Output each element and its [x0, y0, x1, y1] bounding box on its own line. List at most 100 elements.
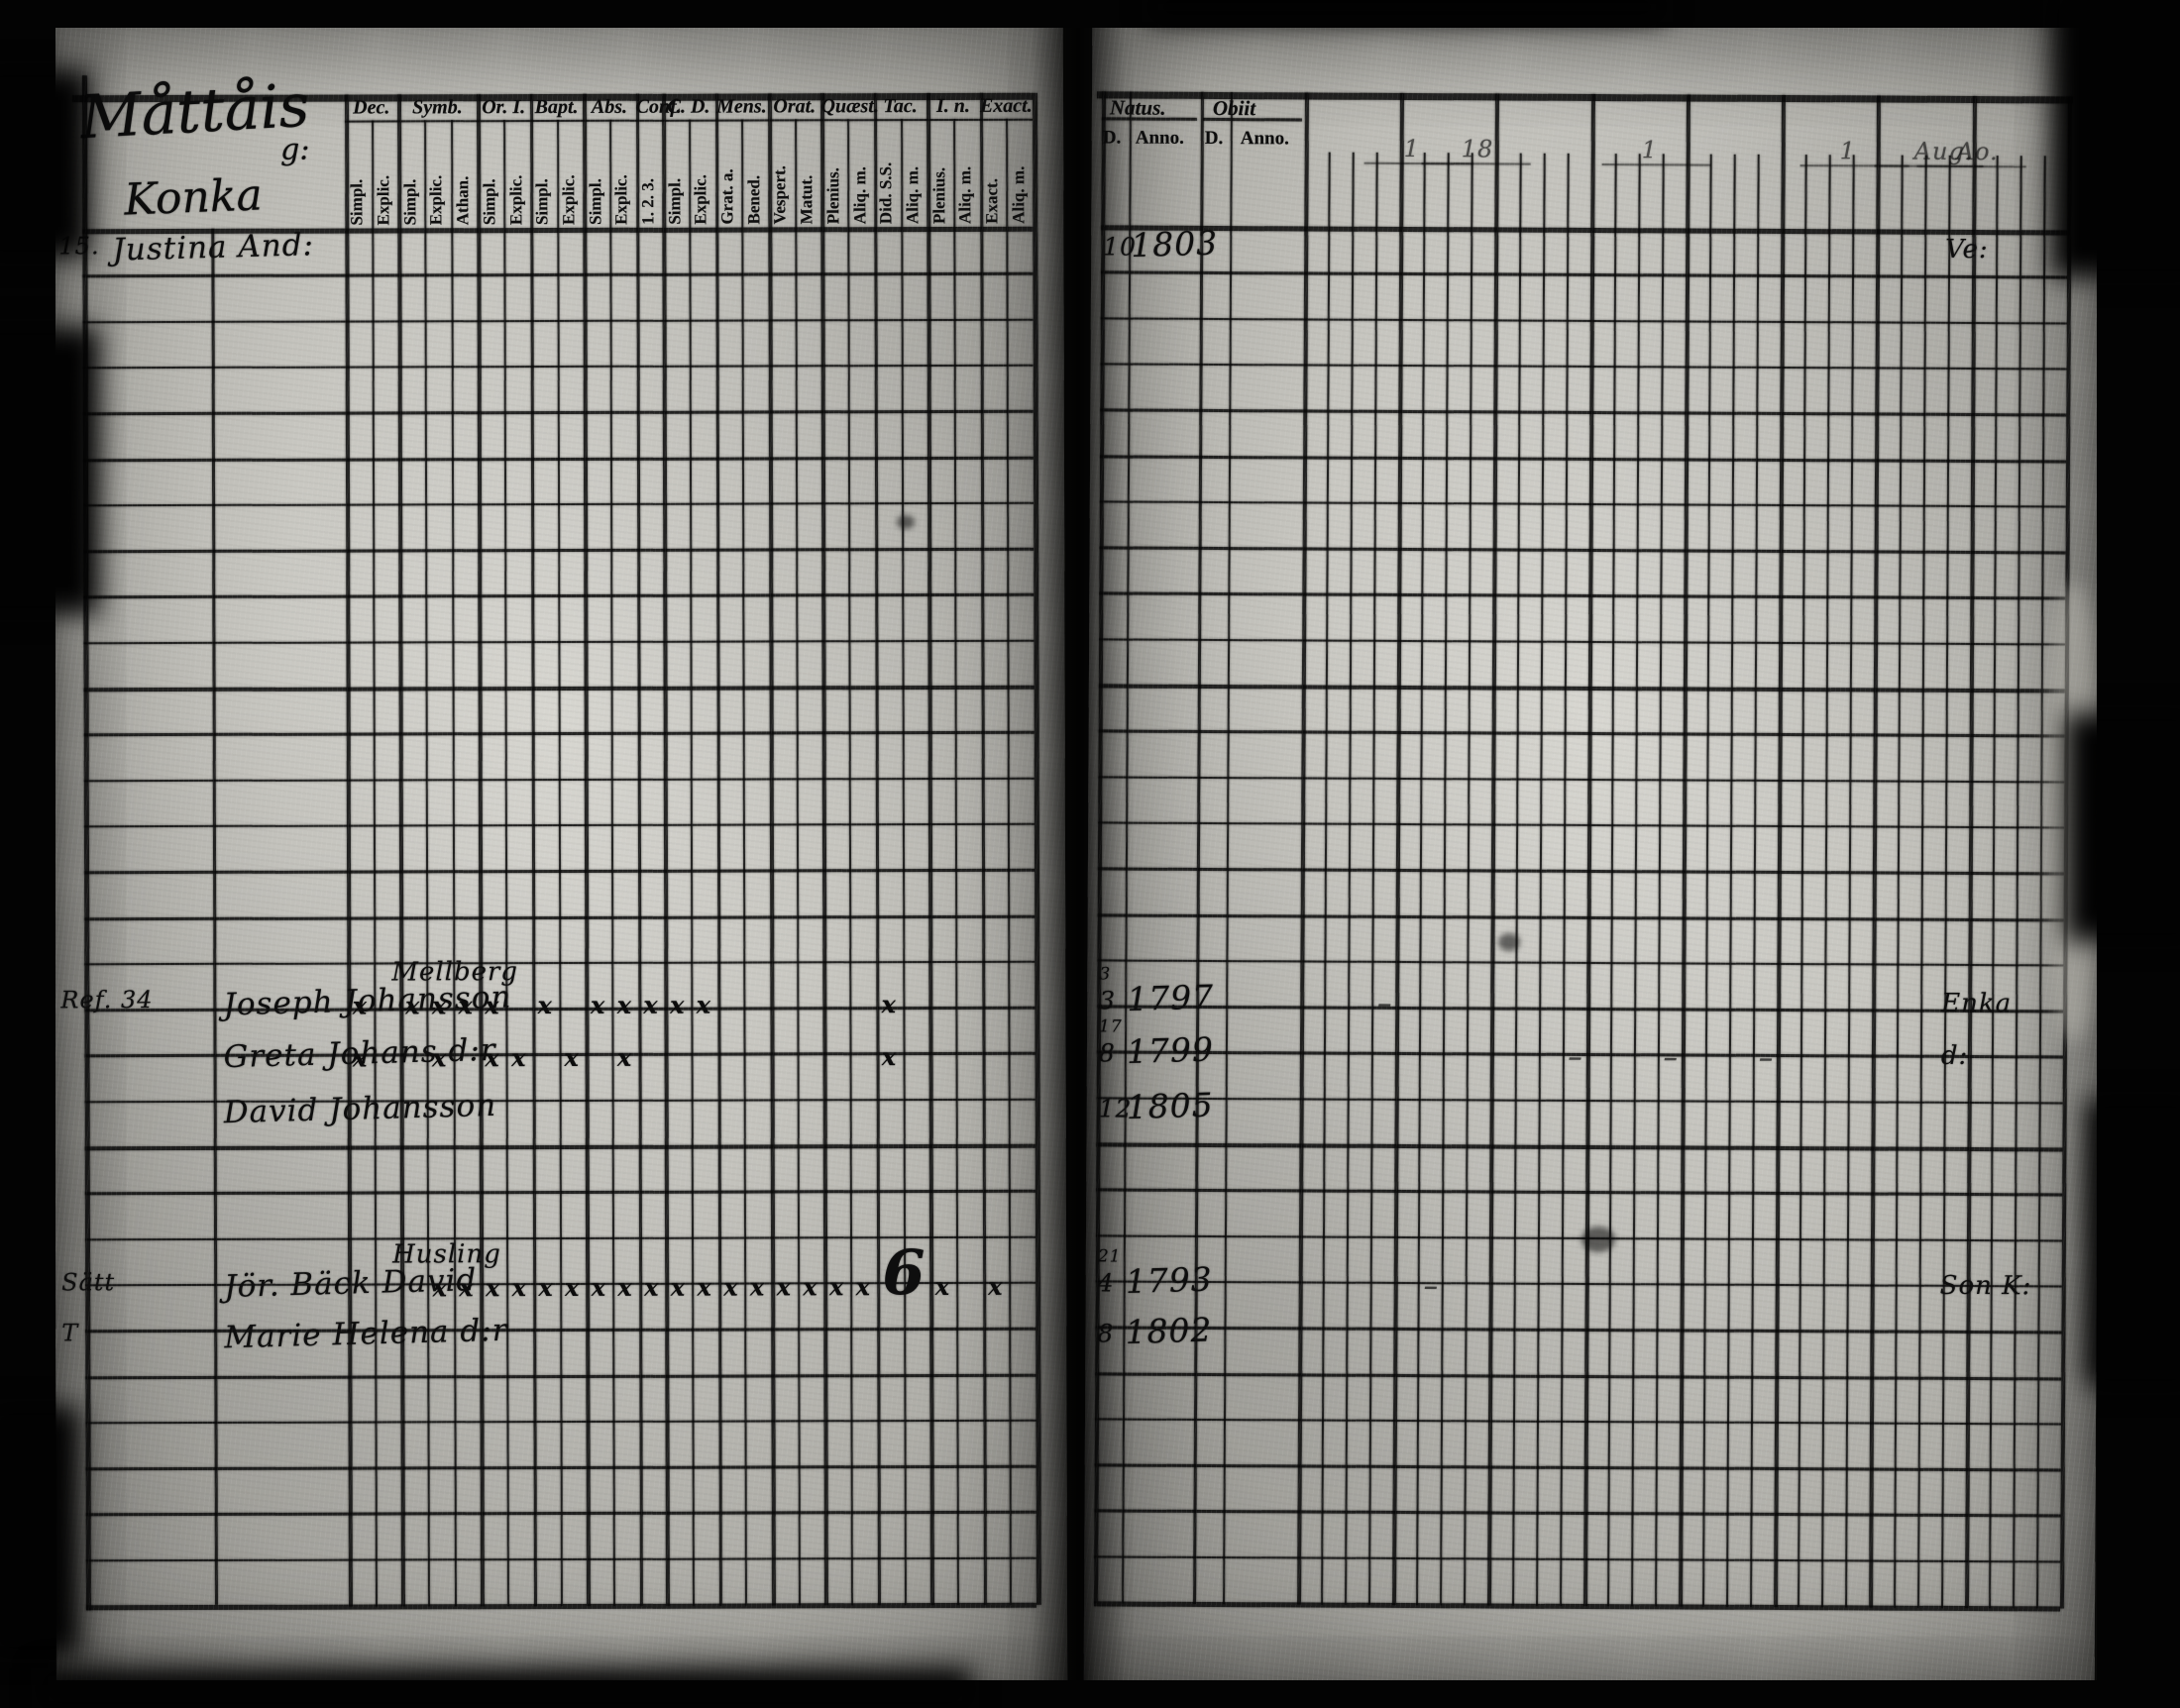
ledger-rule: [1654, 154, 1665, 1607]
ledger-rule: [1630, 154, 1641, 1607]
ledger-rule: [847, 119, 854, 1606]
entry-margin-note: Ref. 34: [60, 986, 154, 1014]
ledger-rule: [1750, 154, 1760, 1607]
obiit-column-header: Obiit: [1212, 95, 1256, 121]
column-subheader: Aliq. m.: [849, 166, 869, 225]
column-subheader: Simpl.: [480, 178, 499, 226]
attendance-x-mark: x: [352, 1043, 368, 1073]
column-group-header: Conf.: [635, 95, 682, 118]
natus-year: 1799: [1126, 1029, 1215, 1072]
attendance-x-mark: x: [616, 990, 632, 1019]
ledger-rule: [741, 119, 748, 1606]
column-subheader: Matut.: [797, 174, 817, 225]
ledger-rule: [1702, 154, 1712, 1607]
ledger-rule: [1100, 363, 2067, 371]
right-page: Natus. Obiit D. Anno. D. Anno. 11811Aug.…: [1083, 12, 2104, 1694]
scan-shadow-blob: [0, 69, 89, 258]
left-page: Måttåis g: Konka Dec. Simpl. Explic. Symb. S…: [52, 13, 1068, 1693]
ledger-rule: [1096, 1142, 2063, 1151]
ledger-rule: [1097, 959, 2064, 967]
ledger-rule: [952, 118, 959, 1605]
entry-margin-note: Sätt: [61, 1268, 116, 1297]
page-subtitle: Konka: [123, 169, 264, 226]
faint-year-mark: 1: [1403, 134, 1421, 163]
column-group-header: Quæst.: [820, 95, 879, 118]
column-subheader: Explic.: [505, 174, 525, 226]
obiit-anno-subheader: Anno.: [1240, 128, 1289, 150]
attendance-x-mark: x: [988, 1271, 1003, 1301]
column-subheader: Did. S.S.: [876, 161, 896, 225]
ledger-rule: [1097, 1005, 2064, 1014]
ledger-rule: [1095, 1280, 2062, 1288]
attendance-x-mark: x: [352, 991, 368, 1020]
attendance-x-mark: x: [564, 1043, 579, 1073]
ledger-rule: [371, 120, 378, 1607]
ledger-rule: [1464, 153, 1474, 1606]
entry-name: David Johansson: [223, 1087, 497, 1131]
ledger-rule: [1099, 591, 2066, 600]
ledger-rule: [1096, 1188, 2063, 1197]
column-subheader: Simpl.: [532, 178, 552, 226]
attendance-x-mark: x: [934, 1271, 950, 1301]
attendance-x-mark: x: [432, 1273, 447, 1303]
column-group-header: I. n.: [935, 94, 970, 118]
faint-year-mark: 1: [1839, 137, 1857, 165]
ledger-rule: [1726, 154, 1736, 1607]
attendance-x-mark: x: [881, 990, 896, 1019]
attendance-x-mark: x: [697, 1272, 711, 1302]
column-group-header: C. D.: [667, 95, 710, 118]
entry-annotation: Husling: [392, 1239, 501, 1270]
ledger-rule: [1094, 1463, 2061, 1472]
ledger-rule: [1099, 500, 2066, 508]
attendance-x-mark: x: [537, 991, 552, 1020]
scan-shadow-blob: [2086, 1100, 2180, 1387]
row-right-note: Enka: [1941, 988, 2013, 1019]
column-subheader: Explic.: [559, 174, 579, 225]
attendance-x-mark: x: [485, 1043, 499, 1073]
scan-shadow-blob: [0, 327, 99, 614]
attendance-x-mark: x: [431, 1043, 447, 1073]
column-group-header: Mens.: [716, 95, 767, 118]
attendance-x-mark: x: [643, 990, 658, 1019]
attendance-x-mark: x: [590, 991, 605, 1020]
attendance-x-mark: x: [591, 1272, 606, 1302]
faint-year-mark: 18: [1461, 135, 1494, 163]
faint-underline: [1916, 164, 2026, 168]
ledger-rule: [689, 119, 695, 1606]
attendance-x-mark: x: [431, 991, 447, 1020]
ink-dash: ‒: [1758, 1046, 1773, 1071]
column-group-header: Abs.: [591, 95, 628, 118]
ledger-rule: [1100, 454, 2067, 464]
column-subheader: Exact.: [982, 178, 1002, 224]
ledger-rule: [1098, 775, 2065, 784]
column-group-header: Orat.: [773, 95, 817, 118]
ledger-rule: [1440, 153, 1451, 1606]
ledger-rule: [81, 75, 91, 1611]
faint-underline: [1421, 162, 1531, 165]
ledger-rule: [1098, 729, 2065, 738]
ledger-rule: [1821, 155, 1832, 1608]
attendance-x-mark: x: [723, 1272, 738, 1302]
column-subheader: Explic.: [691, 174, 710, 225]
ledger-rule: [1099, 638, 2066, 646]
page-title-suffix: g:: [280, 132, 310, 167]
ledger-rule: [1559, 153, 1570, 1606]
attendance-x-mark: x: [485, 1273, 500, 1303]
ledger-rule: [1095, 1371, 2062, 1381]
column-subheader: Explic.: [374, 174, 393, 226]
faint-underline: [1601, 163, 1711, 166]
column-group-header: Dec.: [353, 96, 390, 119]
ledger-rule: [1095, 1233, 2062, 1242]
attendance-x-mark: x: [881, 1042, 897, 1072]
attendance-x-mark: x: [405, 991, 420, 1020]
column-group-header: Symb.: [412, 96, 463, 119]
ledger-rule: [900, 119, 907, 1606]
column-subheader: 1. 2. 3.: [638, 177, 658, 225]
ledger-rule: [424, 120, 431, 1607]
attendance-x-mark: x: [616, 1043, 632, 1073]
column-subheader: Simpl.: [399, 178, 420, 226]
column-group-header: Exact.: [979, 94, 1033, 117]
count-six-mark: 6: [882, 1235, 926, 1310]
ink-smudge: [1498, 933, 1520, 951]
